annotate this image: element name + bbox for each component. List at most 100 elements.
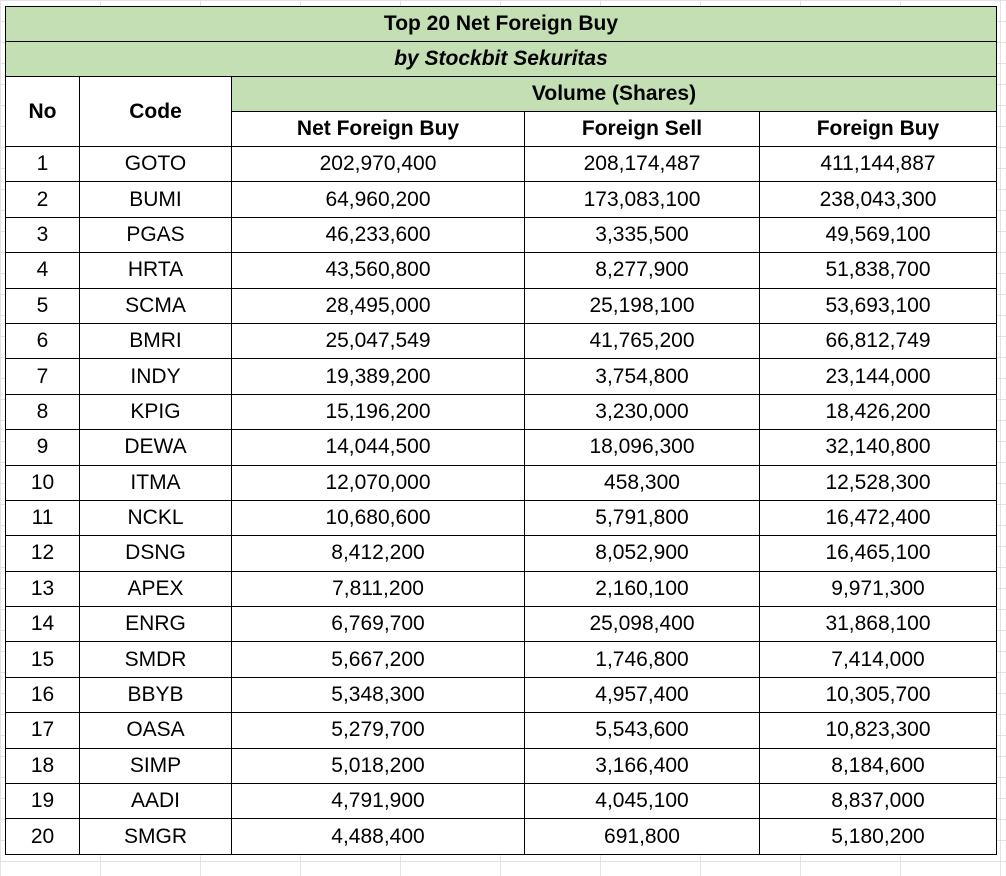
cell-foreign-buy[interactable]: 10,823,300 [759, 712, 997, 749]
cell-foreign-buy[interactable]: 51,838,700 [759, 252, 997, 289]
cell-net-foreign-buy[interactable]: 10,680,600 [231, 499, 525, 537]
cell-net-foreign-buy[interactable]: 25,047,549 [231, 322, 525, 360]
cell-foreign-buy[interactable]: 32,140,800 [759, 429, 997, 466]
cell-foreign-sell[interactable]: 8,052,900 [524, 535, 760, 572]
cell-no[interactable]: 13 [5, 570, 80, 608]
cell-no[interactable]: 7 [5, 358, 80, 395]
cell-code[interactable]: NCKL [79, 499, 232, 537]
cell-no[interactable]: 20 [5, 818, 80, 855]
header-net-foreign-buy[interactable]: Net Foreign Buy [231, 111, 525, 147]
cell-code[interactable]: GOTO [79, 145, 232, 183]
cell-foreign-sell[interactable]: 4,045,100 [524, 783, 760, 820]
cell-no[interactable]: 3 [5, 216, 80, 254]
cell-code[interactable]: APEX [79, 570, 232, 608]
cell-foreign-sell[interactable]: 691,800 [524, 818, 760, 855]
cell-code[interactable]: DSNG [79, 535, 232, 572]
cell-foreign-buy[interactable]: 12,528,300 [759, 464, 997, 501]
cell-no[interactable]: 15 [5, 641, 80, 678]
cell-foreign-sell[interactable]: 5,543,600 [524, 712, 760, 749]
cell-no[interactable]: 1 [5, 145, 80, 183]
cell-no[interactable]: 16 [5, 676, 80, 714]
cell-net-foreign-buy[interactable]: 6,769,700 [231, 606, 525, 643]
cell-net-foreign-buy[interactable]: 43,560,800 [231, 252, 525, 289]
cell-no[interactable]: 5 [5, 287, 80, 324]
cell-foreign-buy[interactable]: 16,472,400 [759, 499, 997, 537]
header-foreign-buy[interactable]: Foreign Buy [759, 111, 997, 147]
cell-foreign-sell[interactable]: 2,160,100 [524, 570, 760, 608]
cell-code[interactable]: ENRG [79, 606, 232, 643]
cell-code[interactable]: KPIG [79, 393, 232, 431]
cell-foreign-sell[interactable]: 3,754,800 [524, 358, 760, 395]
cell-net-foreign-buy[interactable]: 7,811,200 [231, 570, 525, 608]
cell-no[interactable]: 11 [5, 499, 80, 537]
cell-no[interactable]: 8 [5, 393, 80, 431]
cell-net-foreign-buy[interactable]: 12,070,000 [231, 464, 525, 501]
cell-code[interactable]: SCMA [79, 287, 232, 324]
cell-foreign-sell[interactable]: 3,166,400 [524, 747, 760, 785]
cell-code[interactable]: BUMI [79, 181, 232, 218]
cell-net-foreign-buy[interactable]: 8,412,200 [231, 535, 525, 572]
cell-foreign-sell[interactable]: 8,277,900 [524, 252, 760, 289]
cell-code[interactable]: SMDR [79, 641, 232, 678]
cell-foreign-buy[interactable]: 7,414,000 [759, 641, 997, 678]
cell-foreign-buy[interactable]: 5,180,200 [759, 818, 997, 855]
header-code[interactable]: Code [79, 76, 232, 147]
cell-code[interactable]: AADI [79, 783, 232, 820]
header-foreign-sell[interactable]: Foreign Sell [524, 111, 760, 147]
cell-code[interactable]: SIMP [79, 747, 232, 785]
cell-foreign-sell[interactable]: 25,098,400 [524, 606, 760, 643]
cell-foreign-buy[interactable]: 18,426,200 [759, 393, 997, 431]
cell-foreign-buy[interactable]: 238,043,300 [759, 181, 997, 218]
cell-foreign-buy[interactable]: 49,569,100 [759, 216, 997, 254]
cell-net-foreign-buy[interactable]: 4,488,400 [231, 818, 525, 855]
cell-net-foreign-buy[interactable]: 5,018,200 [231, 747, 525, 785]
cell-foreign-sell[interactable]: 208,174,487 [524, 145, 760, 183]
cell-foreign-sell[interactable]: 18,096,300 [524, 429, 760, 466]
cell-net-foreign-buy[interactable]: 14,044,500 [231, 429, 525, 466]
cell-no[interactable]: 14 [5, 606, 80, 643]
header-volume-group[interactable]: Volume (Shares) [231, 76, 997, 112]
cell-no[interactable]: 12 [5, 535, 80, 572]
cell-net-foreign-buy[interactable]: 28,495,000 [231, 287, 525, 324]
cell-code[interactable]: HRTA [79, 252, 232, 289]
cell-foreign-buy[interactable]: 16,465,100 [759, 535, 997, 572]
cell-foreign-sell[interactable]: 5,791,800 [524, 499, 760, 537]
cell-foreign-buy[interactable]: 66,812,749 [759, 322, 997, 360]
cell-net-foreign-buy[interactable]: 5,667,200 [231, 641, 525, 678]
cell-code[interactable]: BMRI [79, 322, 232, 360]
cell-foreign-buy[interactable]: 23,144,000 [759, 358, 997, 395]
cell-code[interactable]: OASA [79, 712, 232, 749]
cell-net-foreign-buy[interactable]: 5,279,700 [231, 712, 525, 749]
cell-no[interactable]: 6 [5, 322, 80, 360]
cell-foreign-buy[interactable]: 8,184,600 [759, 747, 997, 785]
cell-net-foreign-buy[interactable]: 5,348,300 [231, 676, 525, 714]
cell-no[interactable]: 10 [5, 464, 80, 501]
cell-foreign-sell[interactable]: 458,300 [524, 464, 760, 501]
cell-code[interactable]: SMGR [79, 818, 232, 855]
header-no[interactable]: No [5, 76, 80, 147]
cell-net-foreign-buy[interactable]: 202,970,400 [231, 145, 525, 183]
cell-foreign-sell[interactable]: 25,198,100 [524, 287, 760, 324]
cell-no[interactable]: 19 [5, 783, 80, 820]
table-title[interactable]: Top 20 Net Foreign Buy [5, 6, 997, 42]
cell-code[interactable]: INDY [79, 358, 232, 395]
cell-foreign-sell[interactable]: 3,230,000 [524, 393, 760, 431]
cell-no[interactable]: 18 [5, 747, 80, 785]
cell-net-foreign-buy[interactable]: 46,233,600 [231, 216, 525, 254]
cell-foreign-buy[interactable]: 9,971,300 [759, 570, 997, 608]
cell-foreign-buy[interactable]: 411,144,887 [759, 145, 997, 183]
cell-no[interactable]: 9 [5, 429, 80, 466]
cell-foreign-sell[interactable]: 1,746,800 [524, 641, 760, 678]
table-subtitle[interactable]: by Stockbit Sekuritas [5, 41, 997, 77]
cell-foreign-buy[interactable]: 8,837,000 [759, 783, 997, 820]
cell-code[interactable]: DEWA [79, 429, 232, 466]
cell-foreign-sell[interactable]: 4,957,400 [524, 676, 760, 714]
cell-net-foreign-buy[interactable]: 4,791,900 [231, 783, 525, 820]
cell-foreign-buy[interactable]: 10,305,700 [759, 676, 997, 714]
cell-code[interactable]: ITMA [79, 464, 232, 501]
cell-net-foreign-buy[interactable]: 15,196,200 [231, 393, 525, 431]
cell-foreign-sell[interactable]: 3,335,500 [524, 216, 760, 254]
cell-no[interactable]: 4 [5, 252, 80, 289]
cell-net-foreign-buy[interactable]: 64,960,200 [231, 181, 525, 218]
cell-foreign-sell[interactable]: 41,765,200 [524, 322, 760, 360]
